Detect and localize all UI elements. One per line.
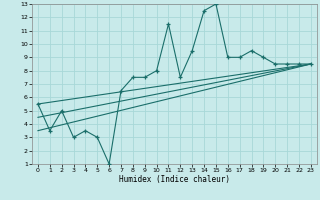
X-axis label: Humidex (Indice chaleur): Humidex (Indice chaleur) [119, 175, 230, 184]
